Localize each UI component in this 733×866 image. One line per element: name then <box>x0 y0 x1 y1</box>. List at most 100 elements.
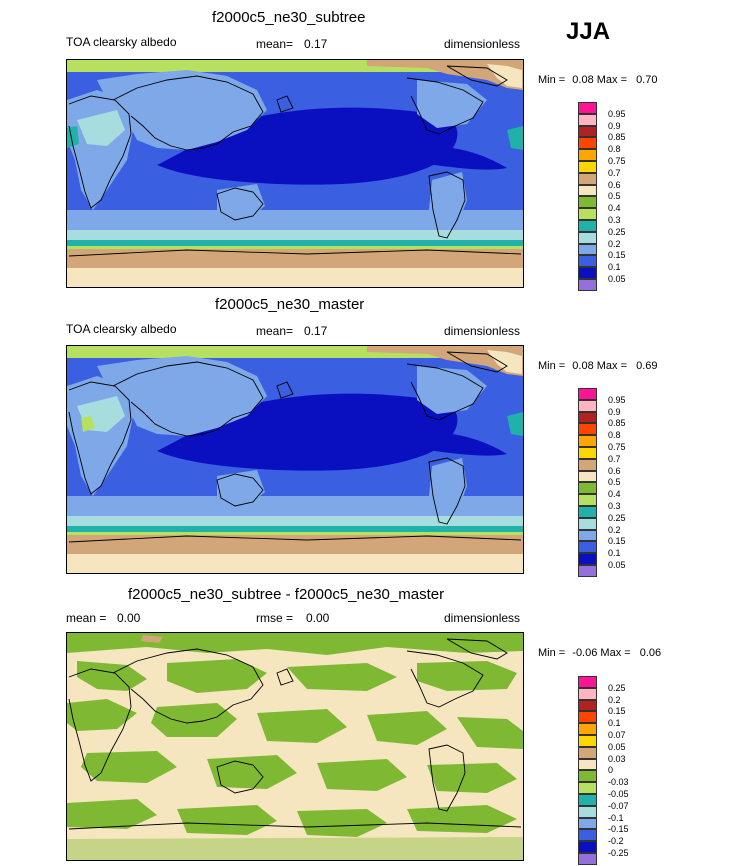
colorbar-label: 0.25 <box>608 682 626 693</box>
colorbar-label: -0.03 <box>608 777 629 788</box>
colorbar-swatch <box>578 541 597 554</box>
colorbar-label: 0.4 <box>608 203 621 214</box>
colorbar-label: 0.6 <box>608 465 621 476</box>
colorbar-swatch <box>578 255 597 268</box>
colorbar-swatch <box>578 458 597 471</box>
colorbar-label: 0.15 <box>608 536 626 547</box>
colorbar-label: 0.2 <box>608 694 621 705</box>
panel-1-max-label: Max = <box>596 74 628 86</box>
colorbar-swatch <box>578 447 597 459</box>
colorbar-swatch <box>578 279 597 291</box>
colorbar-label: 0.3 <box>608 215 621 225</box>
colorbar-swatch <box>578 565 597 577</box>
colorbar-label: -0.2 <box>608 836 624 847</box>
colorbar-swatch <box>578 113 597 126</box>
panel-2-map-graphic <box>67 346 523 573</box>
colorbar-label: 0.05 <box>608 741 626 752</box>
colorbar-swatch <box>578 161 597 173</box>
colorbar-swatch <box>578 853 597 865</box>
panel-1-mean-value: 0.17 <box>304 37 328 51</box>
colorbar-label: 0.05 <box>608 560 626 570</box>
colorbar-swatch <box>578 711 597 724</box>
colorbar-swatch <box>578 267 597 279</box>
panel-3-map <box>66 632 524 861</box>
colorbar-swatch <box>578 506 597 518</box>
colorbar-swatch <box>578 435 597 447</box>
colorbar-swatch <box>578 388 597 400</box>
panel-3-rmse-label: rmse = <box>256 611 294 625</box>
colorbar-swatch <box>578 482 597 495</box>
panel-2-min-value: 0.08 <box>572 360 594 372</box>
colorbar-label: 0.05 <box>608 274 626 284</box>
panel-1-map-graphic <box>67 60 523 287</box>
colorbar-swatch <box>578 687 597 700</box>
colorbar-label: 0.6 <box>608 179 621 190</box>
panel-3-title: f2000c5_ne30_subtree - f2000c5_ne30_mast… <box>128 586 445 603</box>
colorbar-swatch <box>578 676 597 688</box>
colorbar-swatch <box>578 172 597 185</box>
panel-2-mean-value: 0.17 <box>304 324 328 338</box>
panel-1-map <box>66 59 524 288</box>
panel-2-min-label: Min = <box>538 360 566 372</box>
colorbar-label: 0.75 <box>608 442 626 452</box>
colorbar-swatch <box>578 137 597 150</box>
colorbar-label: -0.25 <box>608 848 629 858</box>
colorbar-swatch <box>578 517 597 530</box>
colorbar-swatch <box>578 423 597 436</box>
panel-1-mean-label: mean= <box>256 37 294 51</box>
panel-3-min-value: -0.06 <box>572 647 598 659</box>
colorbar-swatch <box>578 817 597 830</box>
panel-1-title: f2000c5_ne30_subtree <box>212 9 366 26</box>
colorbar-label: 0.7 <box>608 453 621 464</box>
colorbar-label: 0.75 <box>608 156 626 166</box>
colorbar-label: 0.85 <box>608 418 626 429</box>
colorbar-label: 0.8 <box>608 430 621 441</box>
colorbar-label: 0.85 <box>608 132 626 143</box>
panel-3-mean-value: 0.00 <box>117 611 141 625</box>
colorbar-swatch <box>578 529 597 542</box>
colorbar-label: 0.25 <box>608 512 626 523</box>
panel-1-max-value: 0.70 <box>636 74 658 86</box>
colorbar-label: -0.15 <box>608 824 629 835</box>
colorbar-swatch <box>578 243 597 256</box>
colorbar-swatch <box>578 102 597 114</box>
panel-2-units: dimensionless <box>444 324 521 338</box>
colorbar-swatch <box>578 770 597 783</box>
colorbar-label: 0.95 <box>608 108 626 119</box>
panel-2-max-value: 0.69 <box>636 360 658 372</box>
panel-2-variable-label: TOA clearsky albedo <box>66 322 177 336</box>
colorbar-swatch <box>578 805 597 818</box>
panel-1-min-value: 0.08 <box>572 74 594 86</box>
panel-2-mean-label: mean= <box>256 324 294 338</box>
colorbar-label: 0.7 <box>608 167 621 178</box>
colorbar-label: 0.1 <box>608 718 621 729</box>
panel-3-rmse-value: 0.00 <box>306 611 330 625</box>
panel-1-min-label: Min = <box>538 74 566 86</box>
panel-1-units: dimensionless <box>444 37 521 51</box>
colorbar-label: 0.8 <box>608 144 621 155</box>
colorbar-label: 0.5 <box>608 191 621 202</box>
colorbar-label: 0.03 <box>608 753 626 764</box>
colorbar-label: 0.9 <box>608 406 621 417</box>
colorbar-label: 0.1 <box>608 548 621 559</box>
colorbar-swatch <box>578 723 597 735</box>
colorbar-swatch <box>578 553 597 565</box>
colorbar-swatch <box>578 399 597 412</box>
colorbar-label: -0.07 <box>608 800 629 811</box>
colorbar-label: 0.15 <box>608 250 626 261</box>
colorbar-label: 0.9 <box>608 120 621 131</box>
panel-2-max-label: Max = <box>596 360 628 372</box>
colorbar-swatch <box>578 794 597 806</box>
colorbar-label: 0.2 <box>608 238 621 249</box>
colorbar-swatch <box>578 746 597 759</box>
colorbar-label: 0.3 <box>608 501 621 511</box>
colorbar-label: 0.5 <box>608 477 621 488</box>
colorbar-swatch <box>578 735 597 747</box>
colorbar-label: -0.05 <box>608 789 629 799</box>
panel-3-map-graphic <box>67 633 523 860</box>
colorbar-swatch <box>578 231 597 244</box>
colorbar-label: 0.07 <box>608 730 626 740</box>
colorbar-label: 0 <box>608 765 614 776</box>
colorbar-swatch <box>578 149 597 161</box>
colorbar-label: 0.4 <box>608 489 621 500</box>
